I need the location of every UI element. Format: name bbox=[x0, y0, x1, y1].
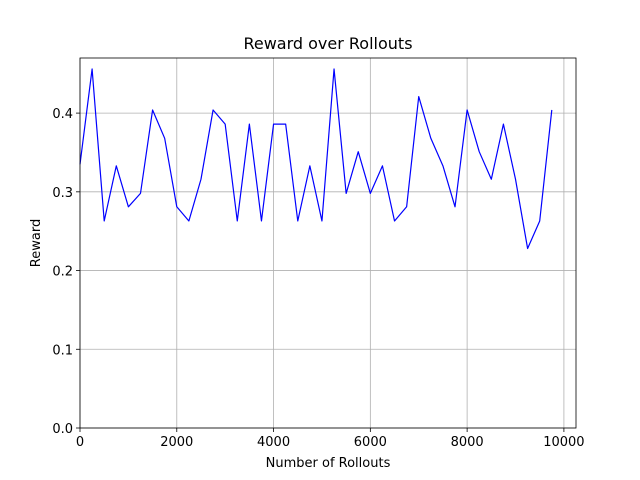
x-tick-label: 6000 bbox=[354, 435, 387, 450]
plot-frame bbox=[79, 57, 577, 429]
y-tick-label: 0.0 bbox=[52, 422, 73, 437]
ticks: 0 2000 4000 6000 8000 10000 0.0 0.1 0.2 0.3 0.4 bbox=[52, 107, 584, 450]
x-axis-label: Number of Rollouts bbox=[266, 456, 391, 471]
y-tick-label: 0.2 bbox=[52, 265, 73, 280]
y-axis-label: Reward bbox=[29, 219, 44, 267]
x-tick-label: 4000 bbox=[257, 435, 290, 450]
x-tick-label: 2000 bbox=[160, 435, 193, 450]
y-tick-label: 0.3 bbox=[52, 186, 73, 201]
x-tick-label: 8000 bbox=[451, 435, 484, 450]
series-layer bbox=[79, 68, 553, 250]
reward-series-line bbox=[79, 68, 553, 250]
x-tick-label: 10000 bbox=[543, 435, 584, 450]
y-tick-label: 0.4 bbox=[52, 107, 73, 122]
x-tick-label: 0 bbox=[76, 435, 84, 450]
y-tick-label: 0.1 bbox=[52, 343, 73, 358]
chart-title: Reward over Rollouts bbox=[243, 34, 412, 53]
